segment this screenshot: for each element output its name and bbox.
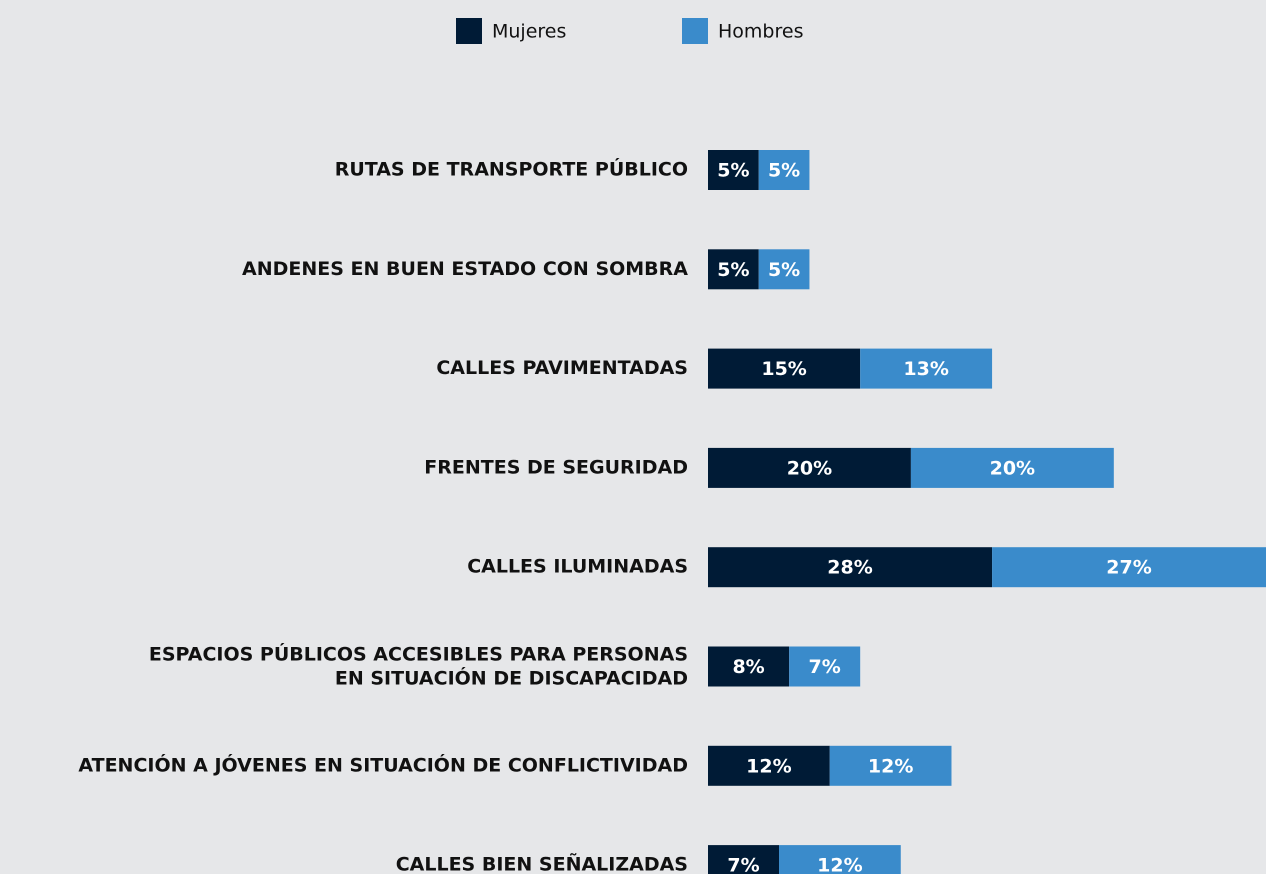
bar-segment bbox=[910, 447, 1114, 488]
bar-segment bbox=[708, 150, 759, 190]
value-label: 5% bbox=[768, 259, 800, 281]
bar-segment bbox=[758, 150, 810, 190]
value-label: 7% bbox=[809, 656, 841, 678]
bar-segment bbox=[708, 249, 759, 290]
value-label: 20% bbox=[787, 457, 832, 479]
bar-segment bbox=[708, 547, 993, 588]
category-label: CALLES ILUMINADAS bbox=[467, 556, 688, 578]
bar-segment bbox=[708, 447, 911, 488]
category-label: ANDENES EN BUEN ESTADO CON SOMBRA bbox=[242, 258, 688, 280]
value-label: 5% bbox=[717, 160, 749, 182]
value-label: 5% bbox=[768, 160, 800, 182]
legend-swatch bbox=[456, 18, 482, 44]
value-label: 5% bbox=[717, 259, 749, 281]
value-label: 13% bbox=[903, 358, 948, 380]
value-label: 7% bbox=[727, 855, 759, 874]
legend-swatch bbox=[682, 18, 708, 44]
value-label: 15% bbox=[761, 358, 806, 380]
legend-label: Mujeres bbox=[492, 21, 566, 43]
bar-segment bbox=[708, 348, 861, 389]
bar-segment bbox=[708, 646, 790, 687]
value-label: 12% bbox=[746, 755, 791, 777]
bar-segment bbox=[829, 745, 952, 786]
bar-segment bbox=[708, 845, 780, 874]
value-label: 8% bbox=[732, 656, 764, 678]
bar-segment bbox=[992, 547, 1266, 588]
value-label: 20% bbox=[990, 457, 1035, 479]
value-label: 12% bbox=[868, 755, 913, 777]
legend-label: Hombres bbox=[718, 21, 803, 43]
bar-segment bbox=[708, 745, 830, 786]
value-label: 28% bbox=[827, 557, 872, 579]
category-label: ESPACIOS PÚBLICOS ACCESIBLES PARA PERSON… bbox=[149, 641, 688, 689]
bar-segment bbox=[779, 845, 901, 874]
value-label: 27% bbox=[1106, 557, 1151, 579]
value-label: 12% bbox=[817, 855, 862, 874]
category-label: RUTAS DE TRANSPORTE PÚBLICO bbox=[335, 157, 688, 181]
category-label: ATENCIÓN A JÓVENES EN SITUACIÓN DE CONFL… bbox=[78, 752, 688, 776]
category-label: FRENTES DE SEGURIDAD bbox=[424, 456, 688, 478]
bar-segment bbox=[789, 646, 861, 687]
category-label: CALLES PAVIMENTADAS bbox=[436, 357, 688, 379]
bar-segment bbox=[758, 249, 810, 290]
bar-segment bbox=[860, 348, 993, 389]
category-label: CALLES BIEN SEÑALIZADAS bbox=[396, 852, 688, 874]
